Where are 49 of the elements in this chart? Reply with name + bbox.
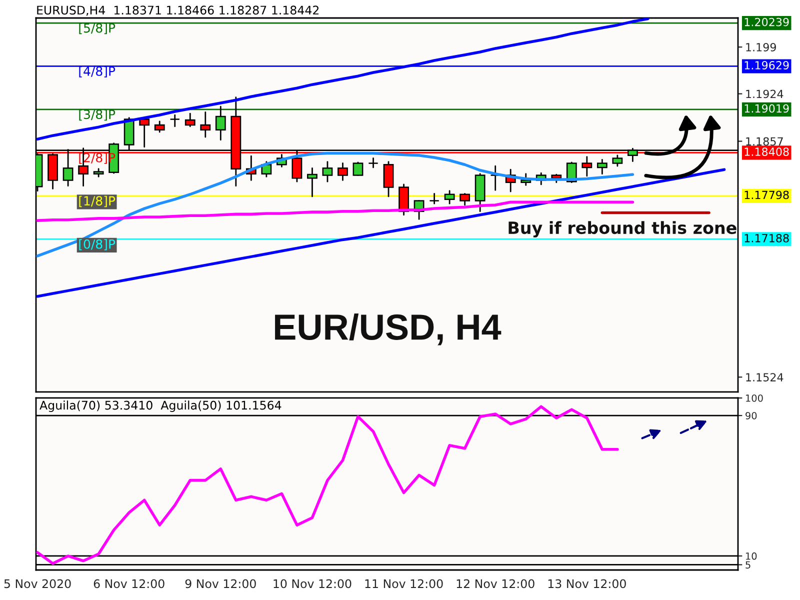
ref-line-label: 1.17798 xyxy=(744,190,789,200)
candlestick xyxy=(612,154,623,167)
candlestick xyxy=(582,156,592,177)
candlestick xyxy=(444,190,455,204)
y-tick-label: 100 xyxy=(746,394,763,402)
annotation: [1/8]P xyxy=(79,196,116,208)
y-tick-label: 5 xyxy=(746,561,750,569)
annotation: [5/8]P xyxy=(79,23,116,34)
candlestick xyxy=(154,120,165,133)
candlestick xyxy=(170,114,180,128)
ref-line-label: 1.17188 xyxy=(744,234,789,242)
candlestick xyxy=(429,192,440,204)
candlestick xyxy=(184,112,196,128)
candlestick xyxy=(338,162,348,181)
candlestick xyxy=(383,161,394,198)
ref-line-label: 1.20239 xyxy=(744,18,789,26)
ref-line-label: 1.19629 xyxy=(744,61,789,70)
text: EUR/USD, H4 xyxy=(275,313,502,346)
candlestick xyxy=(307,167,318,198)
x-tick-label: 13 Nov 12:00 xyxy=(548,579,626,588)
annotation: [0/8]P xyxy=(79,239,116,250)
candlestick xyxy=(460,192,470,206)
x-tick-label: 9 Nov 12:00 xyxy=(185,579,256,588)
annotation: [4/8]P xyxy=(79,66,116,78)
y-tick-label: 1.1524 xyxy=(746,373,784,382)
y-tick-label: 10 xyxy=(746,552,757,560)
candlestick xyxy=(200,112,211,138)
candlestick xyxy=(139,117,150,148)
candlestick xyxy=(596,158,608,175)
ref-line-label: 1.19019 xyxy=(744,104,789,113)
x-tick-label: 12 Nov 12:00 xyxy=(456,579,534,588)
y-tick-label: 1.199 xyxy=(746,43,776,52)
x-tick-label: 5 Nov 2020 xyxy=(4,579,71,588)
annotation: Buy if rebound this zone xyxy=(508,221,736,238)
annotation: [3/8]P xyxy=(79,109,116,121)
x-tick-label: 11 Nov 12:00 xyxy=(365,579,443,588)
ref-line-label: 1.18408 xyxy=(744,148,789,156)
x-tick-label: 6 Nov 12:00 xyxy=(94,579,164,588)
candlestick xyxy=(215,106,226,141)
x-tick-label: 10 Nov 12:00 xyxy=(274,579,352,588)
candlestick xyxy=(368,158,378,168)
annotation: Aguila(70) 53.3410 Aguila(50) 101.1564 xyxy=(40,400,282,412)
text: EURUSD,H4 1.18371 1.18466 1.18287 1.18442 xyxy=(37,6,319,16)
candlestick xyxy=(322,161,333,182)
candlestick xyxy=(490,165,501,191)
y-tick-label: 1.1857 xyxy=(746,137,783,146)
y-tick-label: 1.1924 xyxy=(746,90,784,98)
y-tick-label: 90 xyxy=(746,412,757,420)
candlestick xyxy=(352,162,364,176)
